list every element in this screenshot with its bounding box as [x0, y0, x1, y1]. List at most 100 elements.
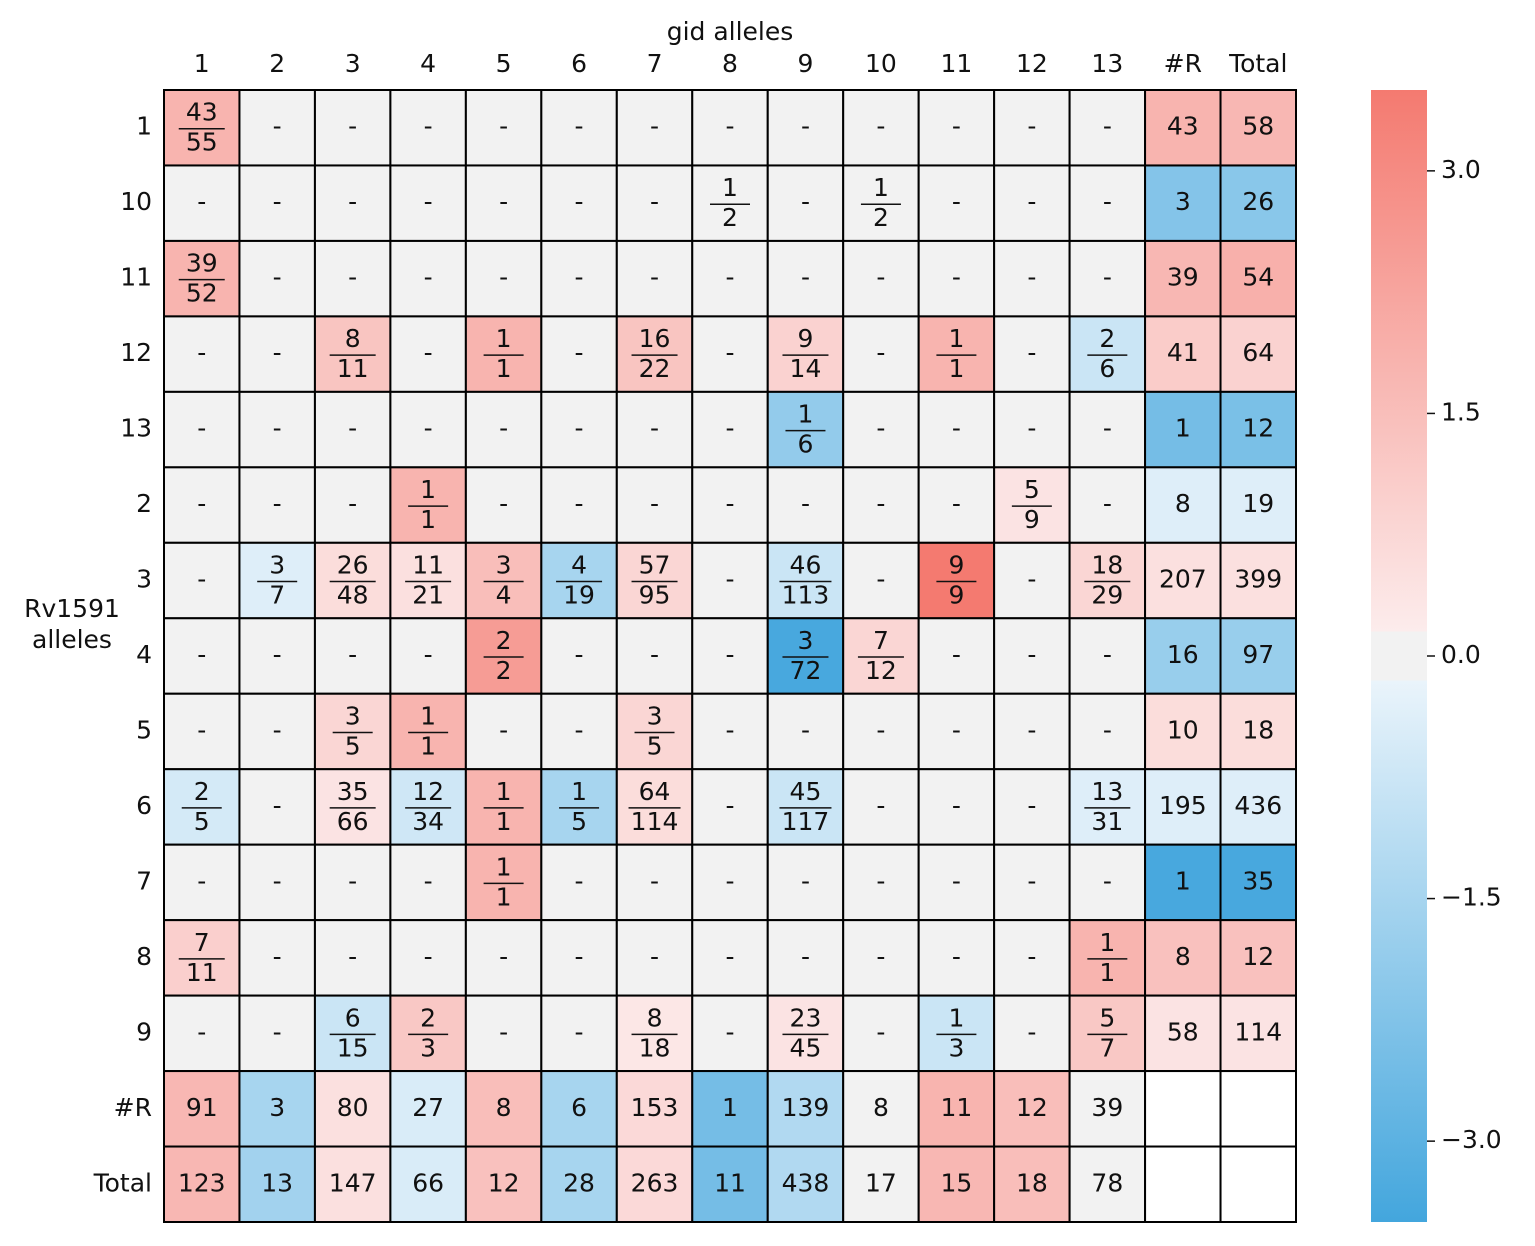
cell-label: - [876, 866, 885, 895]
cell [993, 541, 1071, 620]
cell-numerator: 9 [798, 324, 814, 353]
x-tick-label: 1 [194, 49, 210, 78]
cell-label: - [725, 489, 734, 518]
cell-denominator: 2 [722, 203, 738, 232]
cell [238, 1070, 316, 1148]
cell-denominator: 45 [790, 1033, 822, 1062]
cell [1068, 617, 1147, 695]
cell [540, 1145, 618, 1223]
cell [1068, 994, 1147, 1073]
x-tick-label: #R [1164, 49, 1202, 78]
cell [1144, 1145, 1222, 1223]
cell-label: 43 [1167, 112, 1199, 141]
cell-label: - [1103, 187, 1112, 216]
cell-denominator: 1 [420, 731, 436, 760]
cell-numerator: 3 [647, 701, 663, 730]
cell [238, 390, 316, 469]
cell-numerator: 1 [798, 400, 814, 429]
cell-label: 17 [865, 1168, 897, 1197]
cell [1068, 89, 1147, 167]
cell-label: - [801, 942, 810, 971]
cell-denominator: 7 [1099, 1033, 1115, 1062]
cell [842, 1070, 920, 1148]
cell-numerator: 2 [420, 1003, 436, 1032]
cell-numerator: 3 [345, 701, 361, 730]
cell-label: 207 [1159, 565, 1207, 594]
cell-label: 263 [631, 1168, 679, 1197]
cell-label: - [876, 565, 885, 594]
cell-denominator: 1 [496, 882, 512, 911]
cell [540, 1070, 618, 1148]
cell-numerator: 23 [790, 1003, 822, 1032]
cell [1219, 692, 1297, 771]
cell [691, 466, 769, 544]
cell-numerator: 1 [948, 1003, 964, 1032]
cell-numerator: 7 [873, 626, 889, 655]
cell-denominator: 113 [782, 581, 830, 610]
y-tick-label: 6 [136, 791, 152, 820]
cell-label: - [952, 263, 961, 292]
cell-label: - [1027, 338, 1036, 367]
cell-denominator: 9 [948, 581, 964, 610]
cell-label: 8 [1175, 489, 1191, 518]
cell-label: - [348, 187, 357, 216]
colorbar [1371, 90, 1427, 1222]
cell-label: - [348, 112, 357, 141]
cell-numerator: 43 [186, 98, 218, 127]
y-tick-label: 11 [120, 263, 152, 292]
cell-label: 1 [1175, 866, 1191, 895]
cell-label: - [1027, 866, 1036, 895]
cell-label: 28 [563, 1168, 595, 1197]
cell [464, 315, 543, 393]
x-tick-label: 10 [865, 49, 897, 78]
cell [615, 617, 694, 695]
cell-denominator: 5 [345, 731, 361, 760]
cell-numerator: 18 [1091, 551, 1123, 580]
cell-numerator: 1 [571, 777, 587, 806]
cell-numerator: 1 [722, 173, 738, 202]
y-tick-label: 10 [120, 187, 152, 216]
cell-label: - [1027, 715, 1036, 744]
cell-numerator: 64 [639, 777, 671, 806]
cell-numerator: 26 [337, 551, 369, 580]
cell-numerator: 1 [948, 324, 964, 353]
cell [917, 89, 996, 167]
cell [1144, 919, 1222, 997]
cell-label: - [1027, 942, 1036, 971]
cell [389, 919, 467, 997]
cell [1219, 239, 1297, 318]
cell [238, 994, 316, 1073]
cell-label: - [575, 338, 584, 367]
cell [389, 768, 467, 846]
y-tick-label: 5 [136, 715, 152, 744]
cell [1219, 617, 1297, 695]
cell [766, 617, 845, 695]
cell [389, 541, 467, 620]
cell-label: - [876, 414, 885, 443]
x-axis-title: gid alleles [667, 17, 794, 46]
cell-label: - [273, 1017, 282, 1046]
cell [842, 315, 920, 393]
cell-label: 26 [1242, 187, 1274, 216]
cell-label: - [876, 263, 885, 292]
cell-numerator: 2 [1099, 324, 1115, 353]
cell [313, 768, 392, 846]
cell [238, 541, 316, 620]
cell-label: - [348, 263, 357, 292]
cell-denominator: 1 [420, 505, 436, 534]
cell [766, 89, 845, 167]
cell [540, 617, 618, 695]
cell-label: - [952, 791, 961, 820]
cell-numerator: 9 [948, 551, 964, 580]
cell [464, 1145, 543, 1223]
cell-denominator: 95 [639, 581, 671, 610]
cell-label: - [1103, 489, 1112, 518]
cell-label: - [575, 112, 584, 141]
cell [766, 164, 845, 242]
cell-label: 123 [178, 1168, 226, 1197]
cell [313, 692, 392, 771]
cell-label: - [952, 112, 961, 141]
y-tick-label: Total [93, 1168, 152, 1197]
cell-label: - [424, 187, 433, 216]
cell-label: 39 [1091, 1093, 1123, 1122]
